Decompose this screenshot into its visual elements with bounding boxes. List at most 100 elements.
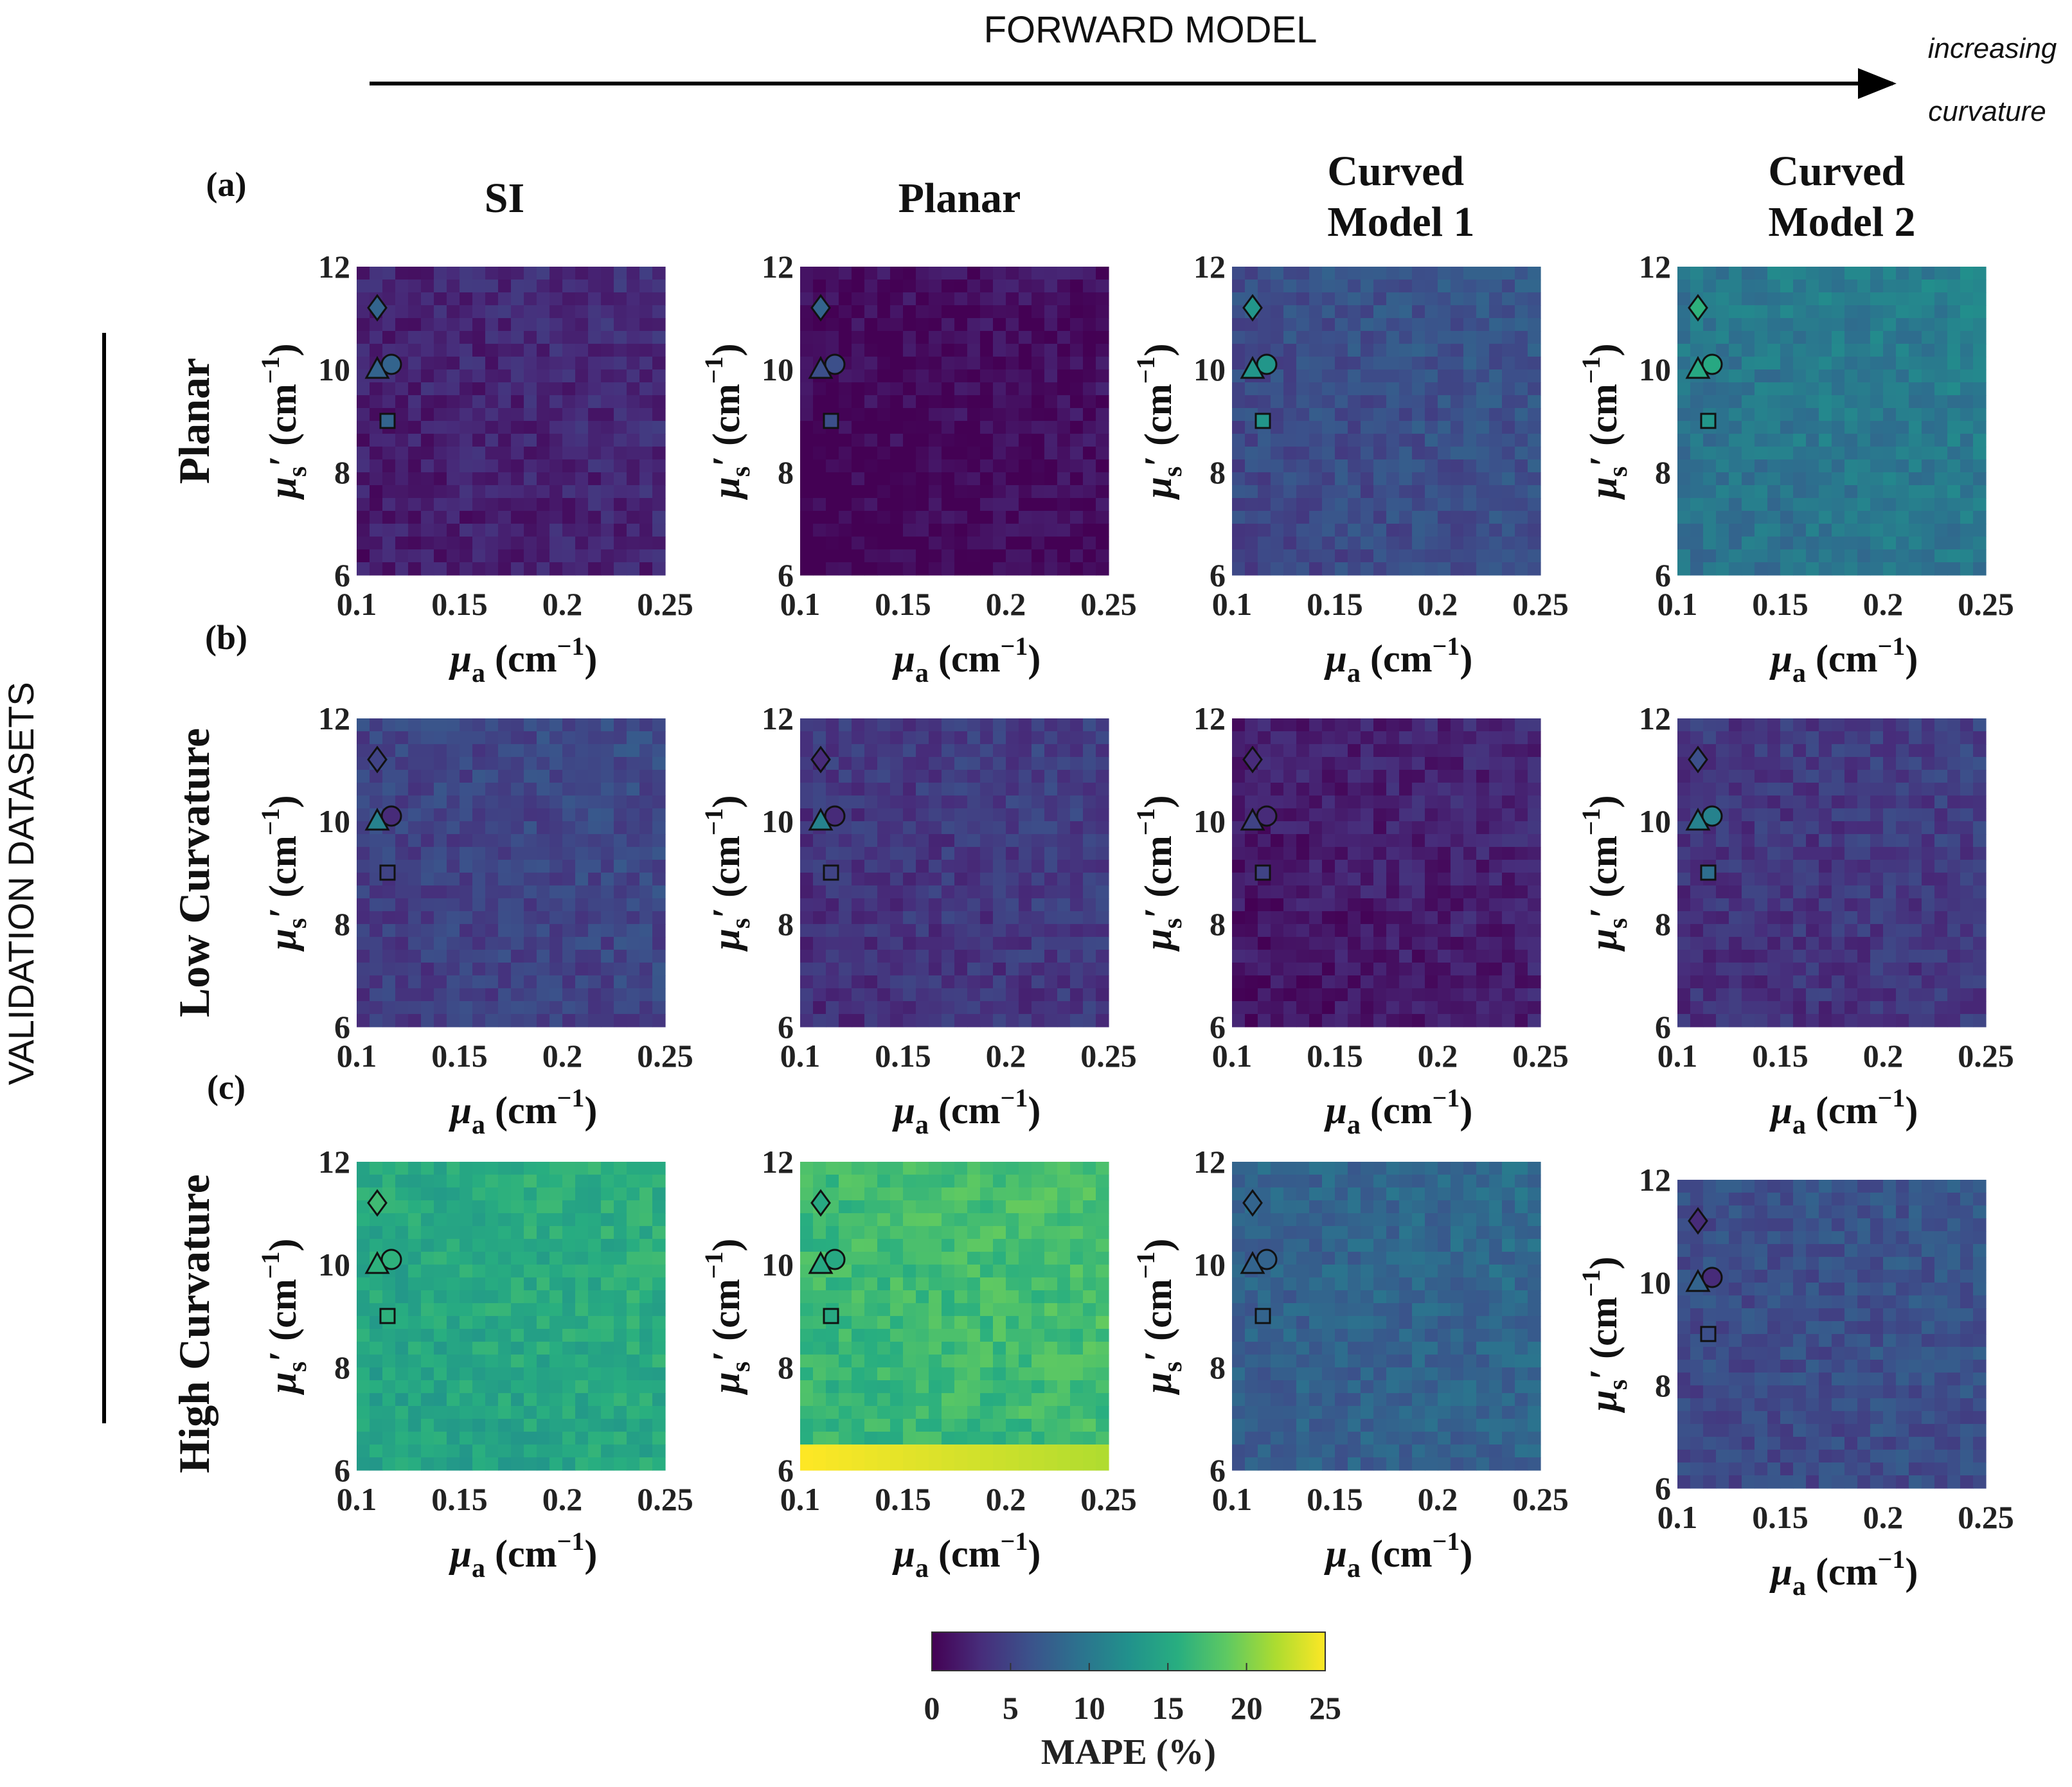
heatmap-cell (1690, 911, 1704, 925)
heatmap-cell (1780, 808, 1794, 822)
heatmap-cell (1361, 963, 1374, 976)
x-tick-label: 0.15 (875, 1038, 931, 1074)
heatmap-cell (1271, 885, 1284, 899)
heatmap-cell (498, 885, 512, 899)
heatmap-cell (357, 485, 370, 499)
heatmap-cell (421, 950, 434, 963)
heatmap-cell (382, 1001, 396, 1015)
heatmap-cell (652, 1175, 666, 1188)
heatmap-cell (447, 1162, 460, 1175)
heatmap-cell (1258, 847, 1271, 860)
heatmap-cell (1909, 1014, 1922, 1027)
heatmap-cell (382, 1239, 396, 1252)
heatmap-cell (1528, 511, 1541, 524)
heatmap-cell (1973, 988, 1987, 1002)
heatmap-cell (1463, 885, 1477, 899)
heatmap-cell (826, 562, 839, 576)
heatmap-cell (447, 382, 460, 396)
heatmap-cell (1096, 718, 1109, 732)
heatmap-cell (1819, 873, 1832, 886)
heatmap-cell (864, 783, 878, 796)
heatmap-cell (511, 395, 524, 409)
heatmap-cell (839, 331, 852, 344)
heatmap-cell (1438, 549, 1451, 563)
heatmap-cell (395, 395, 409, 409)
heatmap-cell (1742, 524, 1755, 537)
heatmap-cell (1870, 911, 1884, 925)
heatmap-cell (639, 357, 653, 370)
heatmap-cell (1489, 770, 1503, 783)
heatmap-cell (852, 796, 865, 809)
heatmap-cell (980, 1001, 994, 1015)
heatmap-cell (1767, 421, 1781, 434)
heatmap-cell (1438, 292, 1451, 306)
heatmap-cell (1451, 395, 1464, 409)
heatmap-cell (1819, 847, 1832, 860)
heatmap-cell (1515, 434, 1528, 447)
heatmap-cell (1947, 472, 1961, 486)
heatmap-cell (370, 731, 383, 745)
heatmap-cell (813, 975, 826, 989)
heatmap-cell (588, 1014, 602, 1027)
heatmap-cells (800, 718, 1109, 1027)
heatmap-cell (1361, 950, 1374, 963)
heatmap-cell (652, 305, 666, 319)
heatmap-cell (1258, 485, 1271, 499)
heatmap-cell (1399, 860, 1413, 873)
heatmap-cell (1096, 447, 1109, 460)
heatmap-cell (434, 1277, 447, 1291)
heatmap-cell (472, 988, 486, 1002)
heatmap-cell (1096, 472, 1109, 486)
heatmap-cell (1716, 331, 1729, 344)
heatmap-cell (511, 511, 524, 524)
heatmap-cell (1309, 447, 1323, 460)
heatmap-cell (813, 988, 826, 1002)
heatmap-cell (472, 963, 486, 976)
heatmap-cell (1425, 511, 1438, 524)
heatmap-cell (357, 1252, 370, 1265)
heatmap-cell (1832, 344, 1845, 357)
heatmap-cell (357, 331, 370, 344)
heatmap-cell (1322, 280, 1335, 293)
heatmap-cell (903, 770, 916, 783)
heatmap-cell (813, 511, 826, 524)
heatmap-cell (1399, 305, 1413, 319)
heatmap-cell (1335, 731, 1348, 745)
heatmap-cell (1032, 369, 1045, 383)
heatmap-cell (1947, 924, 1961, 938)
heatmap-cell (1348, 821, 1361, 835)
heatmap-cell (652, 447, 666, 460)
heatmap-cell (852, 511, 865, 524)
heatmap-cell (1335, 498, 1348, 511)
heatmap-cell (1819, 950, 1832, 963)
heatmap-cell (1271, 731, 1284, 745)
heatmap-cell (839, 988, 852, 1002)
heatmap-cell (1361, 344, 1374, 357)
heatmap-cell (1870, 331, 1884, 344)
heatmap-cell (929, 885, 942, 899)
heatmap-cell (524, 924, 537, 938)
heatmap-cell (903, 292, 916, 306)
heatmap-cell (1019, 885, 1032, 899)
heatmap-cell (601, 1239, 614, 1252)
heatmap-cell (864, 485, 878, 499)
heatmap-cell (1386, 267, 1400, 280)
heatmap-cell (485, 267, 499, 280)
heatmap-cell (826, 1014, 839, 1027)
heatmap-cell (852, 562, 865, 576)
heatmap-cell (627, 1226, 640, 1240)
heatmap-cell (1767, 344, 1781, 357)
heatmap-cell (1780, 924, 1794, 938)
heatmap-cell (1729, 421, 1742, 434)
heatmap-cell (434, 408, 447, 422)
heatmap-cell (864, 357, 878, 370)
heatmap-cell (357, 1277, 370, 1291)
heatmap-cell (511, 1239, 524, 1252)
heatmap-cell (408, 498, 422, 511)
heatmap-cell (1677, 292, 1691, 306)
heatmap-cell (1780, 472, 1794, 486)
heatmap-cell (1283, 808, 1297, 822)
heatmap-cell (549, 472, 563, 486)
heatmap-cell (839, 1014, 852, 1027)
heatmap-cell (1019, 537, 1032, 550)
